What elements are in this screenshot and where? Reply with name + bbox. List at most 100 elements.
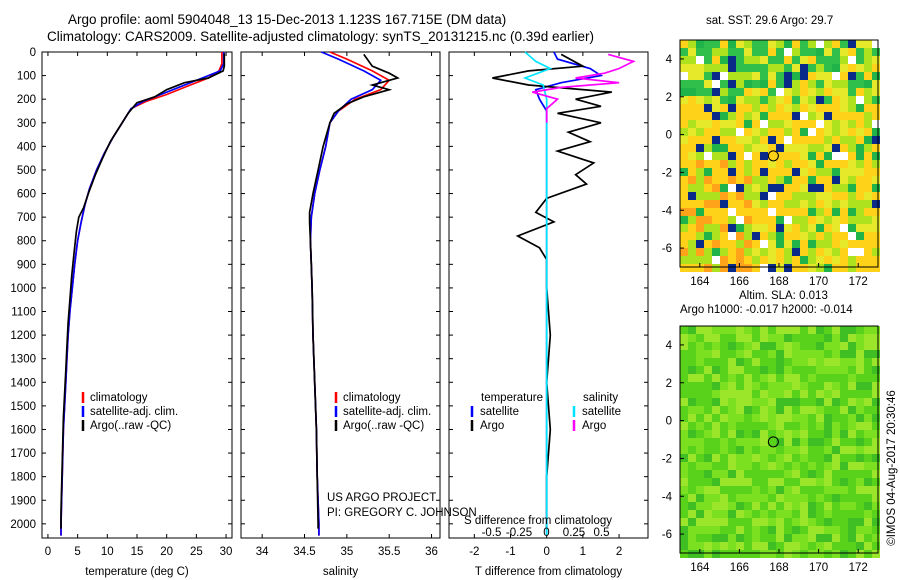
map-cell	[792, 470, 800, 478]
map-cell	[792, 120, 800, 128]
map-cell	[744, 144, 752, 152]
map-cell	[808, 526, 816, 534]
map-cell	[872, 486, 880, 494]
map-cell	[872, 120, 880, 128]
map-cell	[752, 550, 760, 558]
map-cell	[712, 374, 720, 382]
map-cell	[816, 248, 824, 256]
map-cell	[752, 144, 760, 152]
map-cell	[784, 144, 792, 152]
map-cell	[736, 406, 744, 414]
map-cell	[816, 256, 824, 264]
map-cell	[720, 422, 728, 430]
map-cell	[752, 414, 760, 422]
map-cell	[736, 454, 744, 462]
map-cell	[728, 200, 736, 208]
map-cell	[856, 208, 864, 216]
map-cell	[824, 494, 832, 502]
map-cell	[728, 40, 736, 48]
header-line-2: Climatology: CARS2009. Satellite-adjuste…	[47, 29, 595, 44]
map-cell	[824, 478, 832, 486]
x-tick-label: 36	[425, 546, 438, 558]
map-cell	[768, 414, 776, 422]
map-cell	[848, 502, 856, 510]
map-cell	[744, 422, 752, 430]
y-tick-label: 1900	[10, 495, 36, 507]
map-cell	[728, 526, 736, 534]
y-tick-label: 1800	[10, 472, 36, 484]
map-cell	[744, 326, 752, 334]
map-cell	[872, 192, 880, 200]
map-cell	[800, 104, 808, 112]
map-cell	[736, 152, 744, 160]
map-cell	[712, 48, 720, 56]
map-cell	[680, 518, 688, 526]
map-cell	[832, 48, 840, 56]
map-cell	[856, 342, 864, 350]
map-cell	[680, 240, 688, 248]
map-cell	[680, 486, 688, 494]
map-cell	[752, 390, 760, 398]
map-cell	[752, 350, 760, 358]
map-cell	[736, 374, 744, 382]
map-cell	[728, 374, 736, 382]
map-cell	[752, 486, 760, 494]
map-cell	[832, 192, 840, 200]
map-cell	[784, 200, 792, 208]
map-cell	[776, 168, 784, 176]
map-cell	[824, 350, 832, 358]
map-cell	[736, 80, 744, 88]
map-cell	[864, 550, 872, 558]
map-cell	[768, 406, 776, 414]
map-cell	[760, 80, 768, 88]
map-cell	[832, 248, 840, 256]
map-cell	[824, 176, 832, 184]
map-cell	[808, 534, 816, 542]
map-cell	[752, 406, 760, 414]
map-cell	[704, 96, 712, 104]
series-line	[531, 53, 636, 123]
map-cell	[768, 486, 776, 494]
map-cell	[832, 264, 840, 272]
map-cell	[824, 152, 832, 160]
map-cell	[752, 112, 760, 120]
map-cell	[696, 422, 704, 430]
map-cell	[872, 430, 880, 438]
map-cell	[712, 240, 720, 248]
map-cell	[808, 382, 816, 390]
map-cell	[832, 64, 840, 72]
map-cell	[800, 168, 808, 176]
map-cell	[848, 192, 856, 200]
map-cell	[856, 40, 864, 48]
map-cell	[856, 248, 864, 256]
map-cell	[816, 518, 824, 526]
map-cell	[712, 88, 720, 96]
map-cell	[688, 256, 696, 264]
map-cell	[704, 542, 712, 550]
map-cell	[696, 526, 704, 534]
map-cell	[696, 56, 704, 64]
map-cell	[760, 334, 768, 342]
map-cell	[792, 414, 800, 422]
map-cell	[864, 88, 872, 96]
map-cell	[752, 88, 760, 96]
map-cell	[760, 478, 768, 486]
map-cell	[776, 470, 784, 478]
y-tick-label: 1700	[10, 448, 36, 460]
map-cell	[736, 96, 744, 104]
x-tick-label: 5	[74, 546, 80, 558]
s-diff-tick-label: 0.25	[563, 527, 585, 539]
map-cell	[840, 232, 848, 240]
map-cell	[680, 256, 688, 264]
map-cell	[728, 160, 736, 168]
map-cell	[696, 48, 704, 56]
map-cell	[744, 200, 752, 208]
y-tick-label: 1200	[10, 330, 36, 342]
map-cell	[808, 486, 816, 494]
s-diff-tick-label: -0.5	[482, 527, 502, 539]
map-cell	[776, 334, 784, 342]
map-cell	[840, 422, 848, 430]
map-cell	[856, 120, 864, 128]
map-cell	[704, 176, 712, 184]
